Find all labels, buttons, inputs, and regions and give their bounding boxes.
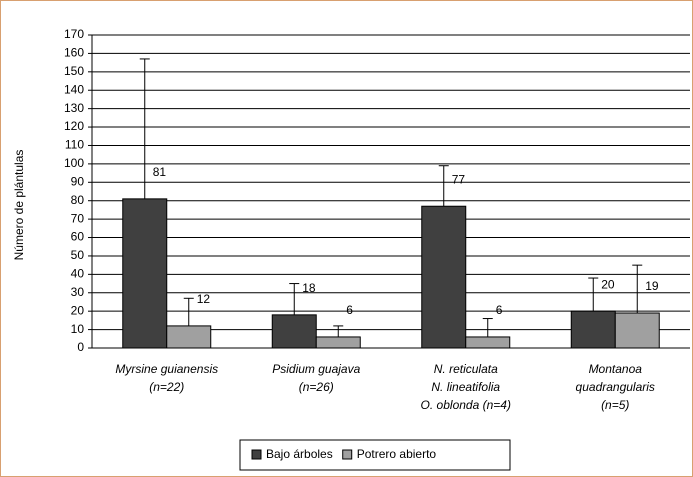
bar [122,198,168,349]
x-tick-label: N. reticulata [434,362,498,376]
y-tick-label: 60 [71,230,85,244]
y-tick-label: 160 [64,46,84,60]
y-tick-label: 50 [71,248,85,262]
y-tick-label: 170 [64,27,84,41]
x-tick-label: Montanoa [589,362,643,376]
x-tick-label: Myrsine guianensis [115,362,218,376]
y-axis-label: Número de plántulas [12,150,26,261]
y-tick-label: 20 [71,303,85,317]
y-tick-label: 140 [64,82,84,96]
legend-swatch [342,449,353,460]
data-label: 77 [452,172,466,186]
bar [315,336,361,349]
data-label: 6 [496,303,503,317]
data-label: 81 [153,165,167,179]
y-tick-label: 30 [71,285,85,299]
bar [271,314,317,349]
y-tick-label: 80 [71,193,85,207]
y-tick-label: 150 [64,64,84,78]
x-tick-label: O. oblonda (n=4) [421,398,511,412]
y-tick-label: 120 [64,119,84,133]
legend-box [239,439,511,471]
y-tick-label: 100 [64,156,84,170]
legend-swatch [251,449,262,460]
x-tick-label: N. lineatifolia [431,380,500,394]
bar [614,312,660,349]
data-label: 12 [197,292,211,306]
bar [570,310,616,349]
bar [166,325,212,349]
bar [421,205,467,349]
x-tick-label: quadrangularis [576,380,655,394]
y-tick-label: 90 [71,174,85,188]
data-label: 6 [346,303,353,317]
legend-label: Bajo árboles [266,447,333,461]
data-label: 19 [645,279,659,293]
bar [465,336,511,349]
y-tick-label: 10 [71,322,85,336]
x-tick-label: (n=5) [601,398,629,412]
data-label: 18 [302,281,316,295]
x-tick-label: Psidium guajava [272,362,360,376]
y-tick-label: 130 [64,101,84,115]
x-tick-label: (n=22) [149,380,184,394]
y-tick-label: 0 [77,340,84,354]
y-tick-label: 110 [65,138,84,152]
y-tick-label: 40 [71,267,85,281]
legend-label: Potrero abierto [357,447,437,461]
data-label: 20 [601,277,615,291]
y-tick-label: 70 [71,211,85,225]
x-tick-label: (n=26) [299,380,334,394]
